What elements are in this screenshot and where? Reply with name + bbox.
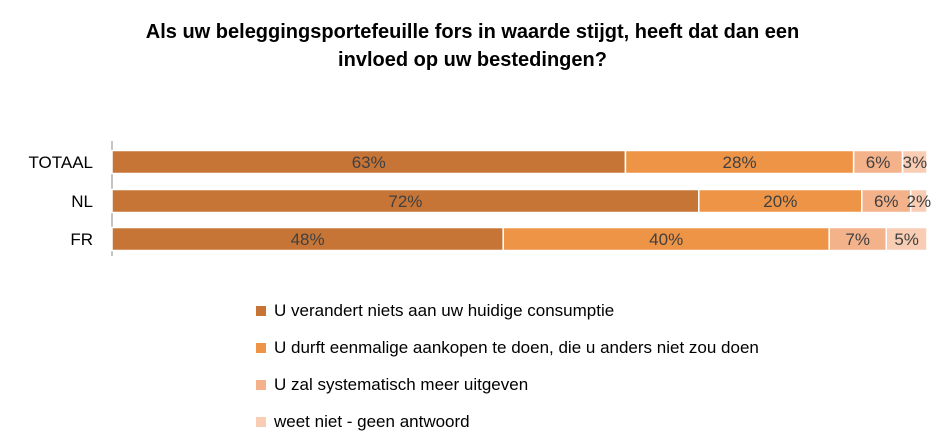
legend-item-no-change: U verandert niets aan uw huidige consump…: [256, 292, 759, 329]
bar-segment-fr-3: [885, 226, 928, 252]
data-label-nl-0: 72%: [388, 192, 422, 211]
legend-item-one-time-purchases: U durft eenmalige aankopen te doen, die …: [256, 329, 759, 366]
bar-segment-totaal-3: [901, 149, 928, 175]
data-label-totaal-3: 3%: [902, 153, 927, 172]
data-label-nl-2: 6%: [874, 192, 899, 211]
legend-swatch: [256, 379, 266, 390]
data-label-totaal-1: 28%: [723, 153, 757, 172]
chart-title-line-2: invloed op uw bestedingen?: [338, 49, 607, 71]
category-label-fr: FR: [70, 230, 93, 249]
legend-swatch: [256, 305, 266, 316]
legend-label: U zal systematisch meer uitgeven: [274, 374, 529, 394]
data-label-totaal-2: 6%: [866, 153, 891, 172]
category-label-totaal: TOTAAL: [28, 153, 93, 172]
chart-legend: U verandert niets aan uw huidige consump…: [256, 292, 759, 440]
data-label-fr-0: 48%: [291, 230, 325, 249]
legend-swatch: [256, 342, 266, 353]
chart-title: Als uw beleggingsportefeuille fors in wa…: [0, 18, 945, 74]
bar-segment-nl-3: [909, 188, 928, 214]
legend-swatch: [256, 416, 266, 427]
data-label-nl-3: 2%: [907, 192, 932, 211]
data-label-totaal-0: 63%: [352, 153, 386, 172]
legend-label: weet niet - geen antwoord: [274, 411, 470, 431]
chart-title-line-1: Als uw beleggingsportefeuille fors in wa…: [145, 21, 800, 43]
legend-label: U verandert niets aan uw huidige consump…: [274, 300, 615, 320]
legend-item-spend-more: U zal systematisch meer uitgeven: [256, 366, 759, 403]
data-label-fr-3: 5%: [894, 230, 919, 249]
data-label-nl-1: 20%: [763, 192, 797, 211]
legend-label: U durft eenmalige aankopen te doen, die …: [274, 337, 759, 357]
data-label-fr-2: 7%: [845, 230, 870, 249]
legend-item-dont-know: weet niet - geen antwoord: [256, 403, 759, 440]
data-label-fr-1: 40%: [649, 230, 683, 249]
category-label-nl: NL: [71, 192, 93, 211]
